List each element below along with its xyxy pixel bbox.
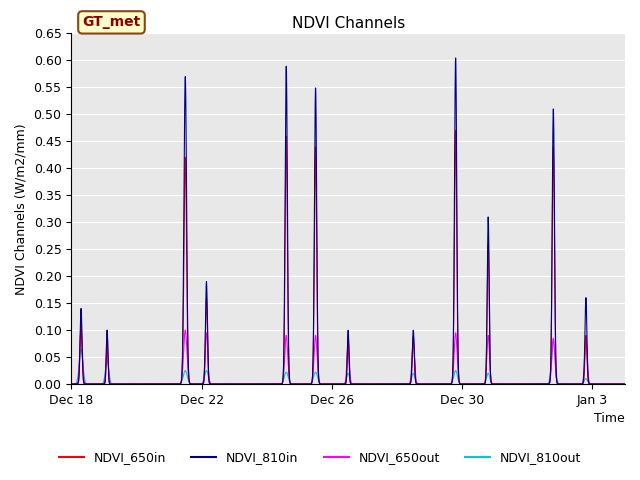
NDVI_810out: [587, 381, 595, 387]
Text: Time: Time: [595, 412, 625, 425]
NDVI_650in: [446, 381, 454, 387]
NDVI_810in: [355, 381, 362, 387]
NDVI_810out: [396, 381, 404, 387]
Y-axis label: NDVI Channels (W/m2/mm): NDVI Channels (W/m2/mm): [15, 123, 28, 295]
NDVI_810out: [446, 381, 454, 387]
Text: GT_met: GT_met: [83, 15, 141, 29]
NDVI_810in: [620, 381, 628, 387]
NDVI_650in: [67, 381, 75, 387]
NDVI_810out: [355, 381, 362, 387]
NDVI_650in: [396, 381, 404, 387]
Line: NDVI_810out: NDVI_810out: [71, 341, 625, 384]
NDVI_810out: [561, 381, 568, 387]
NDVI_650in: [526, 381, 534, 387]
NDVI_810in: [526, 381, 534, 387]
NDVI_650out: [355, 381, 362, 387]
NDVI_810out: [550, 338, 557, 344]
Legend: NDVI_650in, NDVI_810in, NDVI_650out, NDVI_810out: NDVI_650in, NDVI_810in, NDVI_650out, NDV…: [54, 446, 586, 469]
NDVI_650out: [621, 381, 629, 387]
NDVI_650in: [587, 381, 595, 387]
NDVI_810in: [452, 55, 460, 61]
NDVI_650out: [526, 381, 534, 387]
NDVI_810out: [526, 381, 534, 387]
NDVI_810out: [67, 381, 75, 387]
NDVI_650in: [620, 381, 628, 387]
NDVI_650in: [621, 381, 629, 387]
NDVI_810in: [587, 381, 595, 387]
NDVI_810out: [621, 381, 629, 387]
Title: NDVI Channels: NDVI Channels: [291, 16, 404, 31]
NDVI_650out: [446, 381, 454, 387]
Line: NDVI_650in: NDVI_650in: [71, 131, 625, 384]
NDVI_650in: [561, 381, 568, 387]
NDVI_810in: [561, 381, 568, 387]
NDVI_650out: [77, 327, 85, 333]
NDVI_810in: [446, 381, 454, 387]
NDVI_650out: [587, 381, 595, 387]
Line: NDVI_810in: NDVI_810in: [71, 58, 625, 384]
Line: NDVI_650out: NDVI_650out: [71, 330, 625, 384]
NDVI_810in: [621, 381, 629, 387]
NDVI_650out: [396, 381, 404, 387]
NDVI_810in: [396, 381, 404, 387]
NDVI_650out: [561, 381, 568, 387]
NDVI_650out: [67, 381, 75, 387]
NDVI_810in: [67, 381, 75, 387]
NDVI_650in: [452, 128, 460, 133]
NDVI_650in: [355, 381, 362, 387]
